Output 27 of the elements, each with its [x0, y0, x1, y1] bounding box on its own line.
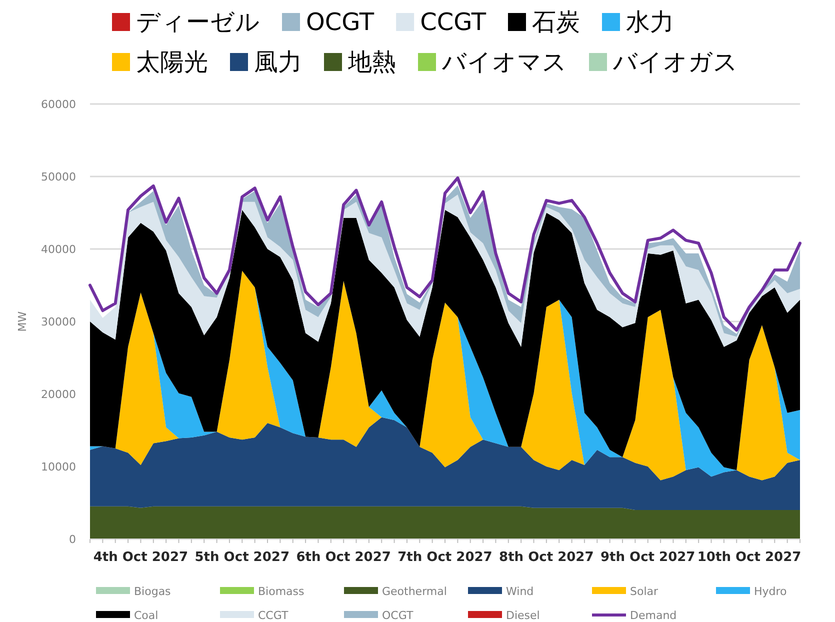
y-tick-label: 40000	[41, 243, 76, 256]
x-tick-label: 10th Oct 2027	[697, 550, 802, 565]
y-tick-label: 20000	[41, 388, 76, 401]
legend-label: CCGT	[420, 8, 486, 36]
y-tick-label: 30000	[41, 316, 76, 328]
legend-label: Demand	[630, 609, 677, 622]
x-tick-label: 4th Oct 2027	[93, 550, 188, 565]
legend-label: 地熱	[347, 48, 396, 76]
y-axis-title: MW	[16, 311, 29, 332]
x-tick-label: 8th Oct 2027	[499, 550, 594, 565]
legend-label: 水力	[626, 8, 674, 36]
legend-label: バイオガス	[612, 48, 738, 76]
x-tick-label: 7th Oct 2027	[398, 550, 492, 565]
y-tick-label: 50000	[41, 170, 76, 184]
x-tick-label: 5th Oct 2027	[194, 550, 290, 565]
y-tick-label: 0	[69, 533, 76, 546]
legend-bottom: Biogas Biomass Geothermal Wind Solar Hydro Coal CCGT OCGT Diesel Demand	[96, 585, 787, 622]
legend-label: バイオマス	[441, 48, 567, 76]
legend-label: 風力	[254, 48, 302, 76]
x-tick-label: 9th Oct 2027	[600, 550, 696, 565]
legend-label: OCGT	[306, 8, 374, 36]
x-tick-label: 6th Oct 2027	[296, 550, 391, 565]
legend-label: 石炭	[532, 8, 580, 36]
legend-label: 太陽光	[136, 48, 208, 76]
y-tick-label: 10000	[41, 460, 76, 474]
y-tick-label: 60000	[41, 98, 76, 111]
legend-label: ディーゼル	[136, 8, 260, 36]
